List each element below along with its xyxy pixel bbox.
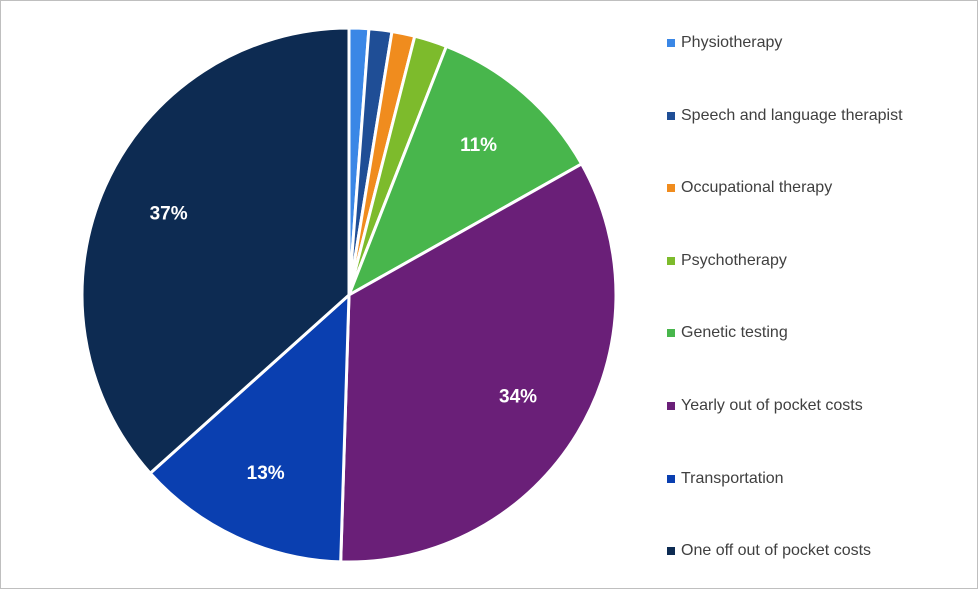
legend-label: Psychotherapy (681, 251, 787, 269)
legend-item: Speech and language therapist (667, 104, 903, 128)
legend-swatch (667, 402, 675, 410)
legend-swatch (667, 256, 675, 265)
data-label: 37% (150, 203, 188, 224)
legend-item: Yearly out of pocket costs (667, 394, 863, 418)
data-label: 34% (499, 386, 537, 407)
legend-item: Psychotherapy (667, 249, 787, 273)
pie-slice-one-off-out-of-pocket-costs (80, 26, 351, 476)
legend-label: Genetic testing (681, 324, 788, 342)
legend-swatch (667, 39, 675, 47)
legend-swatch (667, 474, 675, 483)
legend-item: One off out of pocket costs (667, 539, 871, 563)
pie-slice-genetic-testing (346, 44, 584, 299)
legend-label: Yearly out of pocket costs (681, 397, 863, 414)
pie-slice-transportation (148, 291, 351, 564)
legend-item: Genetic testing (667, 321, 788, 345)
legend-swatch (667, 329, 675, 338)
legend-label: Physiotherapy (681, 34, 783, 51)
legend-swatch (667, 184, 675, 193)
legend-label: One off out of pocket costs (681, 542, 872, 560)
legend-swatch (667, 547, 675, 556)
legend-swatch (667, 111, 675, 120)
legend-label: Transportation (681, 469, 784, 487)
legend-item: Occupational therapy (667, 176, 832, 200)
legend-item: Physiotherapy (667, 31, 782, 55)
legend-label: Speech and language therapist (681, 106, 903, 124)
pie-chart: 11% 34% 13% 37% (80, 26, 618, 564)
data-label: 11% (460, 135, 497, 156)
chart-legend: Physiotherapy Speech and language therapi… (667, 1, 977, 590)
pie-slice-yearly-out-of-pocket-costs (339, 161, 618, 564)
data-label: 13% (247, 463, 285, 484)
legend-label: Occupational therapy (681, 179, 833, 197)
legend-item: Transportation (667, 467, 784, 491)
